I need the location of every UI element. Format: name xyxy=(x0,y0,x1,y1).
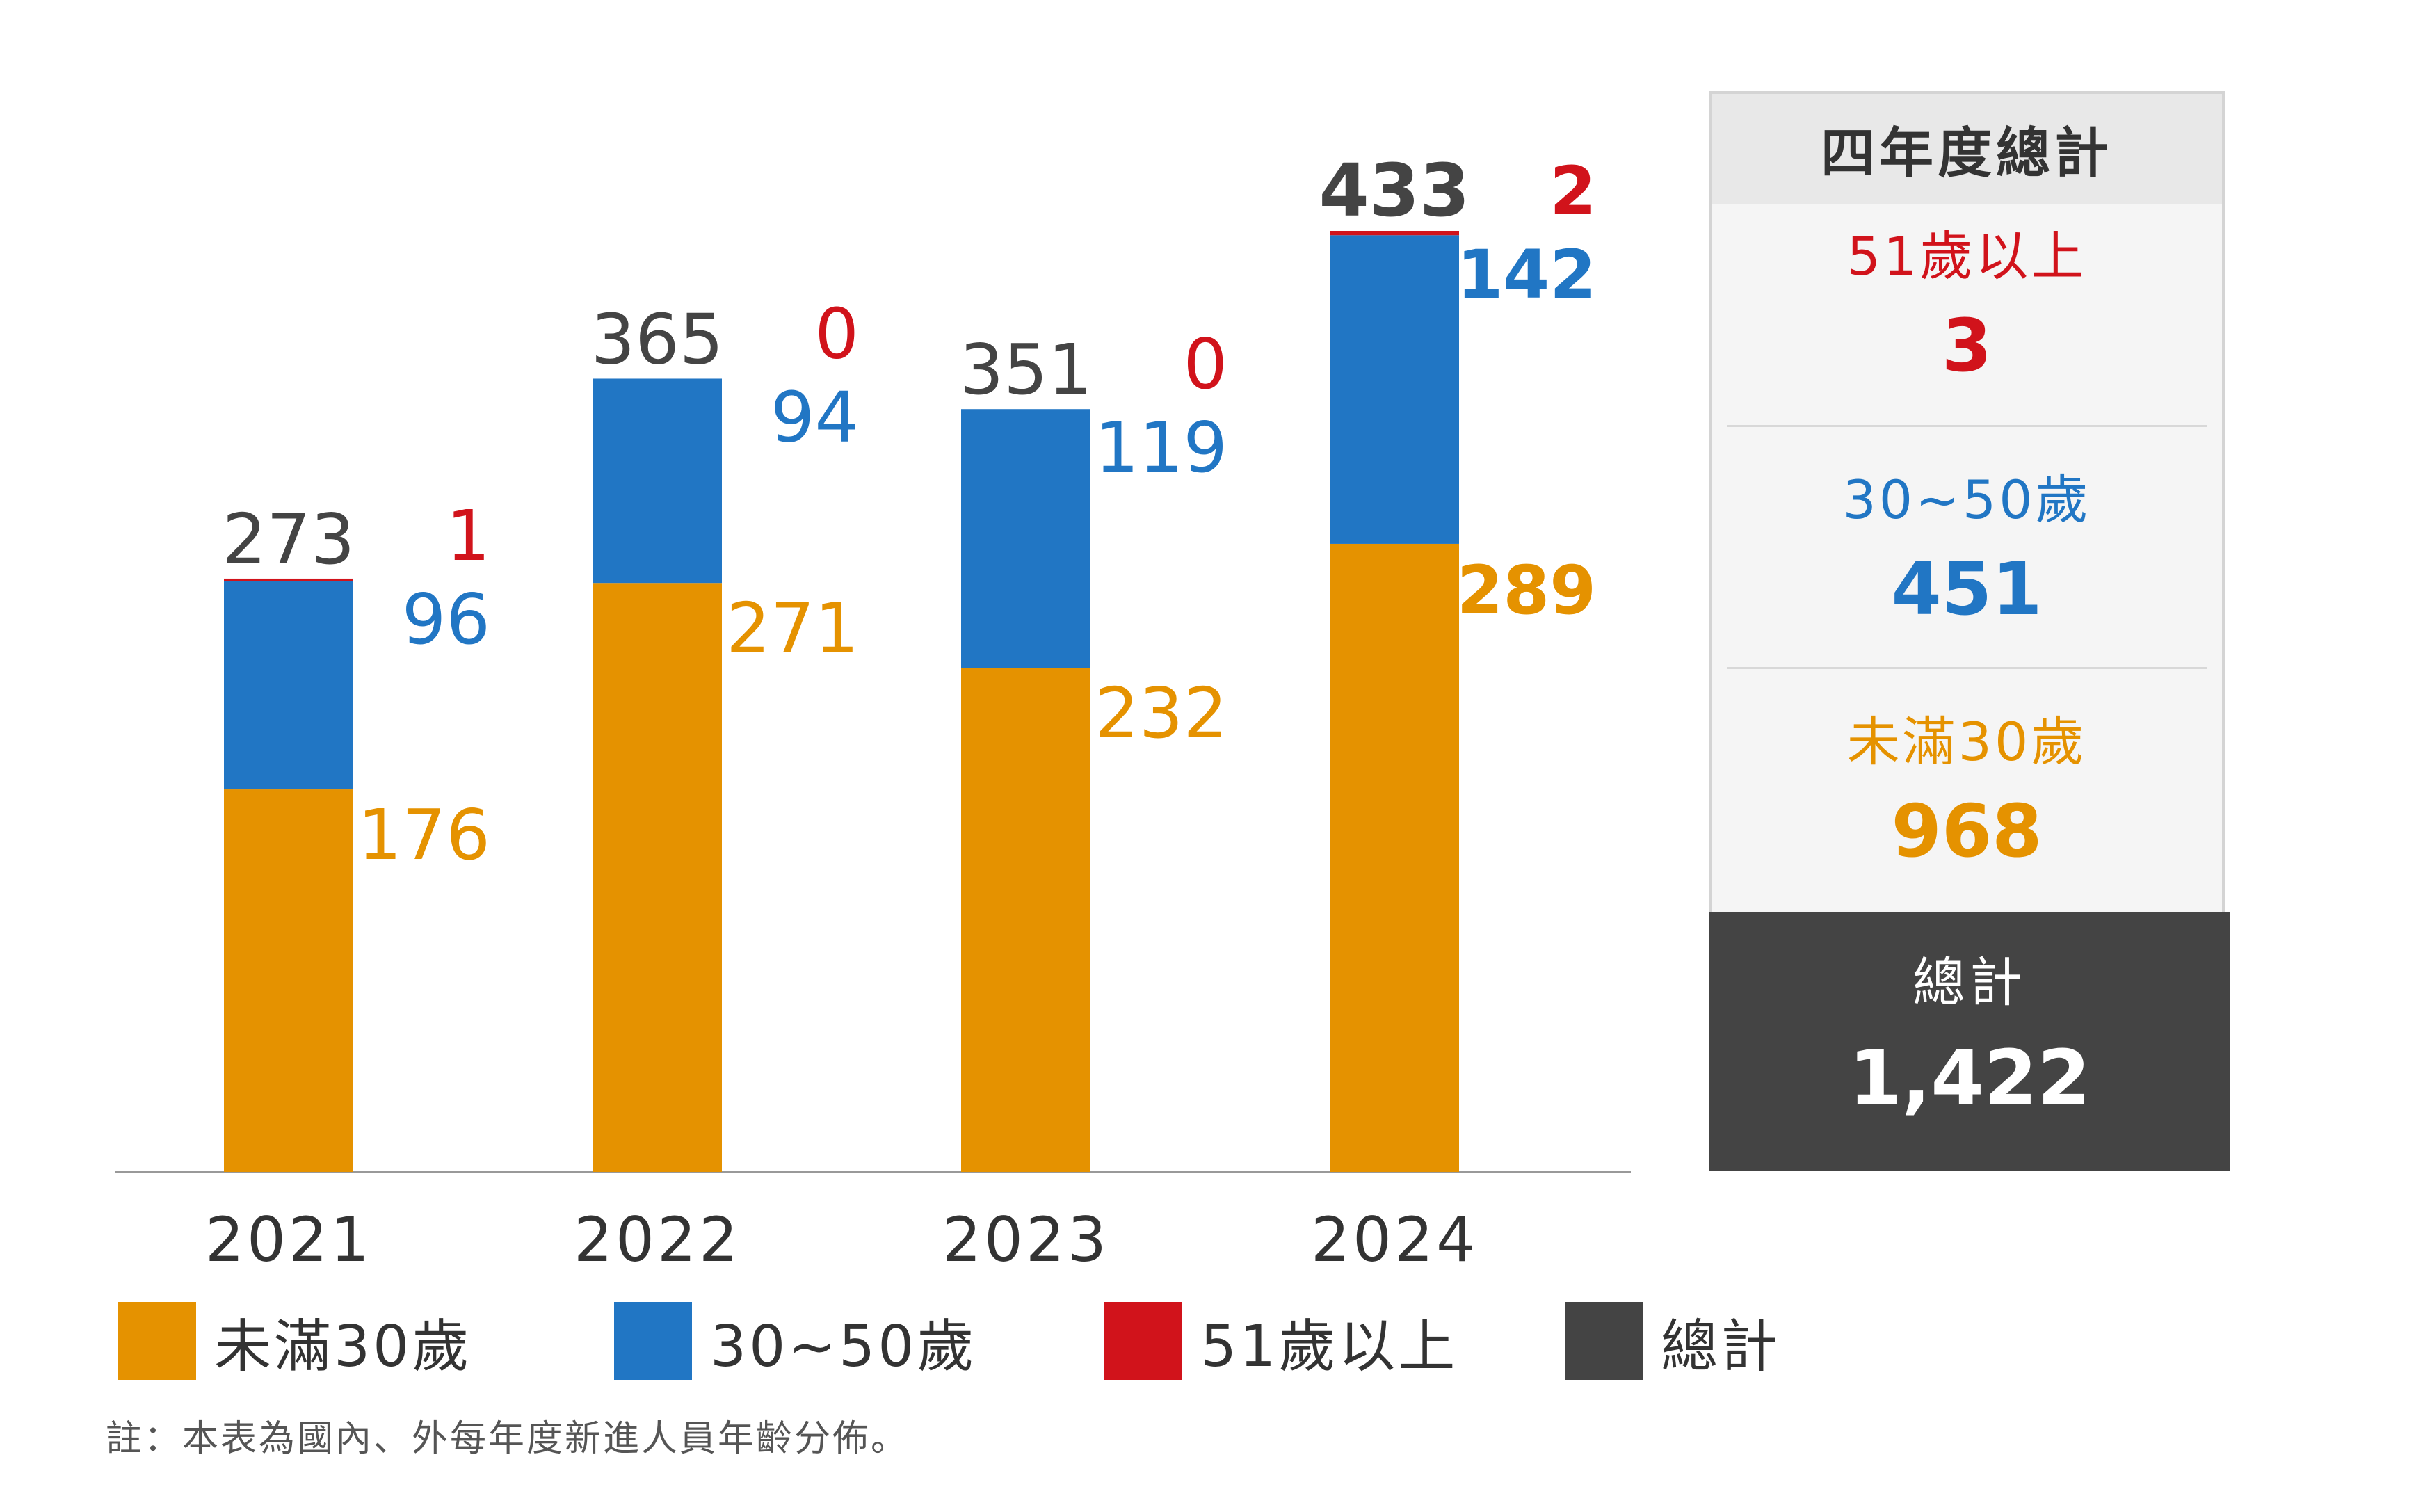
segment-label-2024-2: 2 xyxy=(1549,152,1596,230)
bar-segment-2022-0 xyxy=(593,583,722,1172)
legend-swatch-under-30 xyxy=(118,1302,196,1380)
bar-segment-2024-1 xyxy=(1330,235,1459,544)
summary-value-30-50: 451 xyxy=(1891,547,2043,632)
segment-label-2023-1: 119 xyxy=(1095,407,1227,488)
legend-label-total: 總計 xyxy=(1661,1313,1781,1380)
total-label-2021: 273 xyxy=(223,499,355,580)
legend-item-51-plus: 51歲以上 xyxy=(1104,1301,1458,1381)
summary-title: 四年度總計 xyxy=(1712,94,2222,204)
legend-swatch-total xyxy=(1565,1302,1643,1380)
chart-legend: 未滿30歲 30~50歲 51歲以上 總計 xyxy=(0,1301,2432,1381)
bar-segment-2023-1 xyxy=(961,409,1090,668)
summary-divider xyxy=(1727,425,2207,427)
segment-label-2022-1: 94 xyxy=(771,376,859,458)
total-label-2022: 365 xyxy=(591,298,724,380)
segment-label-2024-1: 142 xyxy=(1457,236,1596,314)
segment-label-2023-0: 232 xyxy=(1095,673,1227,754)
footnote: 註：本表為國內、外每年度新進人員年齡分佈。 xyxy=(106,1418,910,1460)
x-tick-label-2024: 2024 xyxy=(1311,1204,1478,1276)
legend-label-under-30: 未滿30歲 xyxy=(214,1313,472,1380)
bar-segment-2024-2 xyxy=(1330,230,1459,236)
summary-section-under-30: 未滿30歲 968 xyxy=(1712,711,2222,874)
segment-label-2022-2: 0 xyxy=(814,293,859,374)
summary-label-under-30: 未滿30歲 xyxy=(1846,711,2087,773)
summary-label-30-50: 30~50歲 xyxy=(1842,469,2091,531)
segment-label-2021-2: 1 xyxy=(446,495,490,577)
summary-value-under-30: 968 xyxy=(1891,789,2043,874)
legend-item-under-30: 未滿30歲 xyxy=(118,1301,472,1381)
summary-panel: 四年度總計 51歲以上 3 30~50歲 451 未滿30歲 968 總計 1,… xyxy=(1709,91,2230,1171)
x-tick-label-2023: 2023 xyxy=(942,1204,1109,1276)
x-tick-label-2021: 2021 xyxy=(205,1204,372,1276)
summary-section-30-50: 30~50歲 451 xyxy=(1712,469,2222,632)
bar-segment-2022-1 xyxy=(593,378,722,584)
segment-label-2024-0: 289 xyxy=(1457,552,1596,629)
segment-label-2021-0: 176 xyxy=(357,794,490,876)
summary-total-label: 總計 xyxy=(1912,951,2027,1013)
summary-section-51-plus: 51歲以上 3 xyxy=(1712,225,2222,388)
bar-segment-2023-0 xyxy=(961,668,1090,1172)
total-label-2023: 351 xyxy=(960,329,1093,410)
bar-segment-2021-2 xyxy=(224,578,353,581)
legend-label-30-50: 30~50歲 xyxy=(710,1313,977,1380)
total-label-2024: 433 xyxy=(1319,148,1469,233)
segment-label-2022-0: 271 xyxy=(726,588,859,669)
summary-divider xyxy=(1727,667,2207,669)
bar-segment-2021-1 xyxy=(224,581,353,790)
legend-item-total: 總計 xyxy=(1565,1301,1780,1381)
bar-segment-2021-0 xyxy=(224,789,353,1172)
legend-swatch-51-plus xyxy=(1104,1302,1182,1380)
summary-label-51-plus: 51歲以上 xyxy=(1846,225,2087,287)
segment-label-2023-2: 0 xyxy=(1183,323,1227,405)
legend-swatch-30-50 xyxy=(614,1302,692,1380)
segment-label-2021-1: 96 xyxy=(402,579,490,660)
x-tick-label-2022: 2022 xyxy=(574,1204,741,1276)
summary-total: 總計 1,422 xyxy=(1709,912,2230,1171)
stacked-bar-chart: 2731769612021365271940202235123211902023… xyxy=(115,148,1631,1276)
summary-total-value: 1,422 xyxy=(1849,1034,2091,1123)
bar-segment-2024-0 xyxy=(1330,543,1459,1172)
legend-label-51-plus: 51歲以上 xyxy=(1200,1313,1458,1380)
summary-value-51-plus: 3 xyxy=(1941,303,1992,388)
legend-item-30-50: 30~50歲 xyxy=(614,1301,976,1381)
